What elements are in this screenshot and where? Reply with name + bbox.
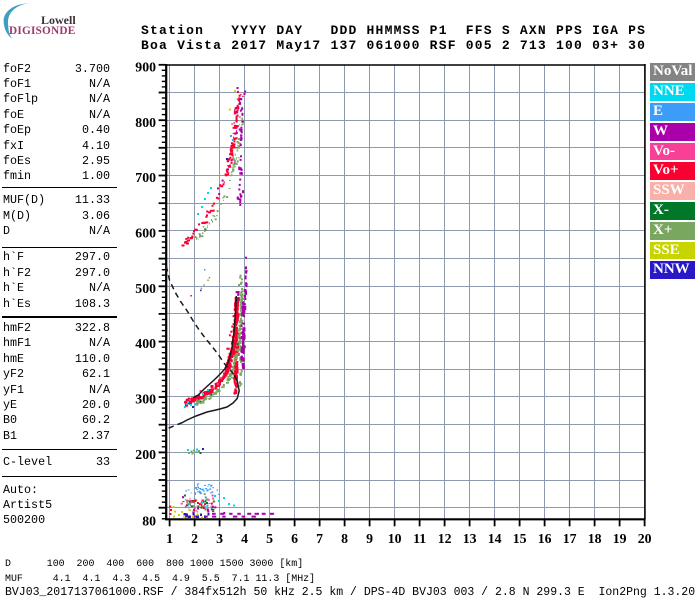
svg-text:5: 5: [266, 531, 273, 546]
svg-text:900: 900: [135, 59, 156, 74]
svg-text:10: 10: [388, 531, 402, 546]
svg-text:16: 16: [538, 531, 552, 546]
svg-text:200: 200: [135, 447, 156, 462]
svg-text:4: 4: [241, 531, 248, 546]
svg-text:300: 300: [135, 392, 156, 407]
svg-text:13: 13: [463, 531, 477, 546]
svg-text:19: 19: [613, 531, 627, 546]
svg-text:80: 80: [142, 513, 156, 528]
svg-text:2: 2: [191, 531, 198, 546]
svg-text:9: 9: [366, 531, 373, 546]
svg-text:400: 400: [135, 336, 156, 351]
svg-text:1: 1: [166, 531, 173, 546]
svg-text:11: 11: [413, 531, 426, 546]
svg-text:500: 500: [135, 281, 156, 296]
svg-text:8: 8: [341, 531, 348, 546]
svg-text:15: 15: [513, 531, 527, 546]
svg-text:800: 800: [135, 115, 156, 130]
svg-text:14: 14: [488, 531, 502, 546]
svg-text:12: 12: [438, 531, 452, 546]
svg-text:18: 18: [588, 531, 602, 546]
svg-text:600: 600: [135, 226, 156, 241]
svg-text:17: 17: [563, 531, 577, 546]
svg-text:6: 6: [291, 531, 298, 546]
svg-text:700: 700: [135, 170, 156, 185]
svg-text:7: 7: [316, 531, 323, 546]
svg-text:20: 20: [638, 531, 652, 546]
svg-text:3: 3: [216, 531, 223, 546]
